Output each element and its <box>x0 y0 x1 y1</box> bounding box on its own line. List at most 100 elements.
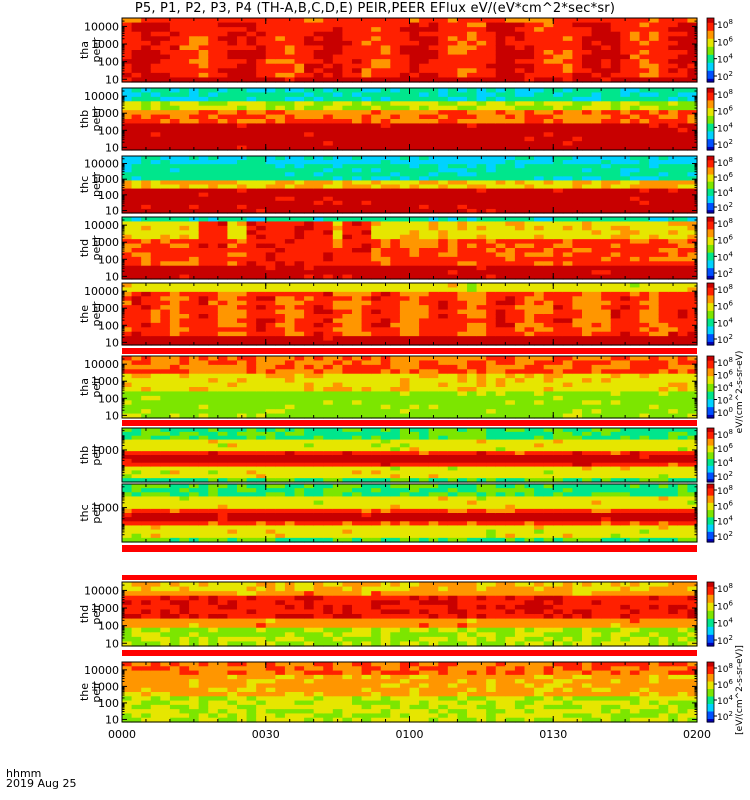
spectrogram-cell <box>562 110 574 116</box>
spectrogram-cell <box>131 119 142 125</box>
spectrogram-cell <box>514 230 526 236</box>
spectrogram-cell <box>562 243 574 249</box>
spectrogram-cell <box>313 318 324 324</box>
colorbar-segment <box>707 266 714 269</box>
spectrogram-cell <box>677 145 689 151</box>
spectrogram-cell <box>342 172 353 177</box>
spectrogram-cell <box>668 180 679 186</box>
spectrogram-cell <box>495 180 506 186</box>
spectrogram-cell <box>237 184 248 190</box>
spectrogram-cell <box>390 221 401 227</box>
colorbar-segment <box>707 94 714 97</box>
spectrogram-cell <box>467 239 478 245</box>
spectrogram-cell <box>141 291 152 297</box>
spectrogram-cell <box>217 327 229 333</box>
spectrogram-cell <box>399 119 411 125</box>
spectrogram-cell <box>198 136 209 142</box>
spectrogram-cell <box>447 283 459 289</box>
spectrogram-cell <box>534 27 545 33</box>
spectrogram-cell <box>323 239 334 245</box>
colorbar-segment <box>707 180 714 183</box>
spectrogram-cell <box>524 239 535 245</box>
spectrogram-cell <box>352 239 363 245</box>
spectrogram-cell <box>639 176 650 182</box>
spectrogram-cell <box>227 204 238 210</box>
spectrogram-cell <box>237 327 248 333</box>
spectrogram-cell <box>323 318 334 324</box>
spectrogram-cell <box>582 261 593 267</box>
spectrogram-cell <box>658 172 669 177</box>
spectrogram-cell <box>438 114 449 120</box>
spectrogram-cell <box>428 322 439 328</box>
spectrogram-cell <box>390 309 401 315</box>
spectrogram-cell <box>352 105 363 111</box>
spectrogram-cell <box>275 291 286 297</box>
spectrogram-cell <box>649 40 660 47</box>
spectrogram-cell <box>620 204 631 210</box>
spectrogram-cell <box>284 221 296 227</box>
colorbar-segment <box>707 119 714 122</box>
spectrogram-cell <box>409 63 420 69</box>
spectrogram-cell <box>562 230 574 236</box>
spectrogram-cell <box>237 101 248 107</box>
spectrogram-cell <box>371 265 382 271</box>
spectrogram-cell <box>189 54 200 60</box>
spectrogram-cell <box>294 36 305 42</box>
spectrogram-cell <box>629 305 641 311</box>
spectrogram-cell <box>313 88 324 94</box>
colorbar-segment <box>707 181 714 184</box>
spectrogram-cell <box>246 145 257 151</box>
spectrogram-cell <box>428 141 439 147</box>
spectrogram-cell <box>486 114 497 120</box>
spectrogram-cell <box>505 291 516 297</box>
spectrogram-cell <box>313 336 324 342</box>
spectrogram-cell <box>419 305 430 311</box>
spectrogram-cell <box>572 248 583 254</box>
colorbar-tick-label: 102 <box>717 138 733 151</box>
spectrogram-cell <box>284 40 296 47</box>
spectrogram-cell <box>323 63 334 69</box>
spectrogram-cell <box>514 22 526 28</box>
spectrogram-cell <box>649 230 660 236</box>
spectrogram-cell <box>217 31 229 37</box>
spectrogram-cell <box>150 172 161 177</box>
spectrogram-cell <box>476 305 487 311</box>
spectrogram-cell <box>275 63 286 69</box>
colorbar-tick-label: 104 <box>717 53 733 66</box>
spectrogram-cell <box>534 283 545 289</box>
spectrogram-cell <box>582 327 593 333</box>
spectrogram-cell <box>361 204 372 210</box>
spectrogram-cell <box>361 127 372 133</box>
spectrogram-cell <box>649 184 660 190</box>
spectrogram-cell <box>677 309 689 315</box>
spectrogram-cell <box>447 192 459 198</box>
spectrogram-cell <box>150 18 161 24</box>
spectrogram-cell <box>601 27 612 33</box>
spectrogram-cell <box>179 291 190 297</box>
spectrogram-cell <box>495 221 506 227</box>
spectrogram-cell <box>476 176 487 182</box>
spectrogram-cell <box>534 40 545 47</box>
spectrogram-cell <box>284 105 296 111</box>
spectrogram-cell <box>610 27 621 33</box>
spectrogram-cell <box>399 176 411 182</box>
spectrogram-cell <box>629 63 641 69</box>
spectrogram-cell <box>399 123 411 129</box>
spectrogram-cell <box>668 239 679 245</box>
spectrogram-cell <box>179 127 190 133</box>
spectrogram-cell <box>313 256 324 262</box>
spectrogram-cell <box>179 164 190 169</box>
spectrogram-cell <box>198 40 209 47</box>
spectrogram-cell <box>629 72 641 79</box>
spectrogram-cell <box>582 291 593 297</box>
spectrogram-cell <box>256 156 267 161</box>
spectrogram-cell <box>553 22 564 28</box>
spectrogram-cell <box>198 322 209 328</box>
spectrogram-cell <box>457 77 468 83</box>
spectrogram-cell <box>514 208 526 214</box>
spectrogram-cell <box>438 256 449 262</box>
spectrogram-cell <box>131 45 142 51</box>
spectrogram-cell <box>342 141 353 147</box>
spectrogram-cell <box>160 239 171 245</box>
spectrogram-cell <box>543 101 554 107</box>
